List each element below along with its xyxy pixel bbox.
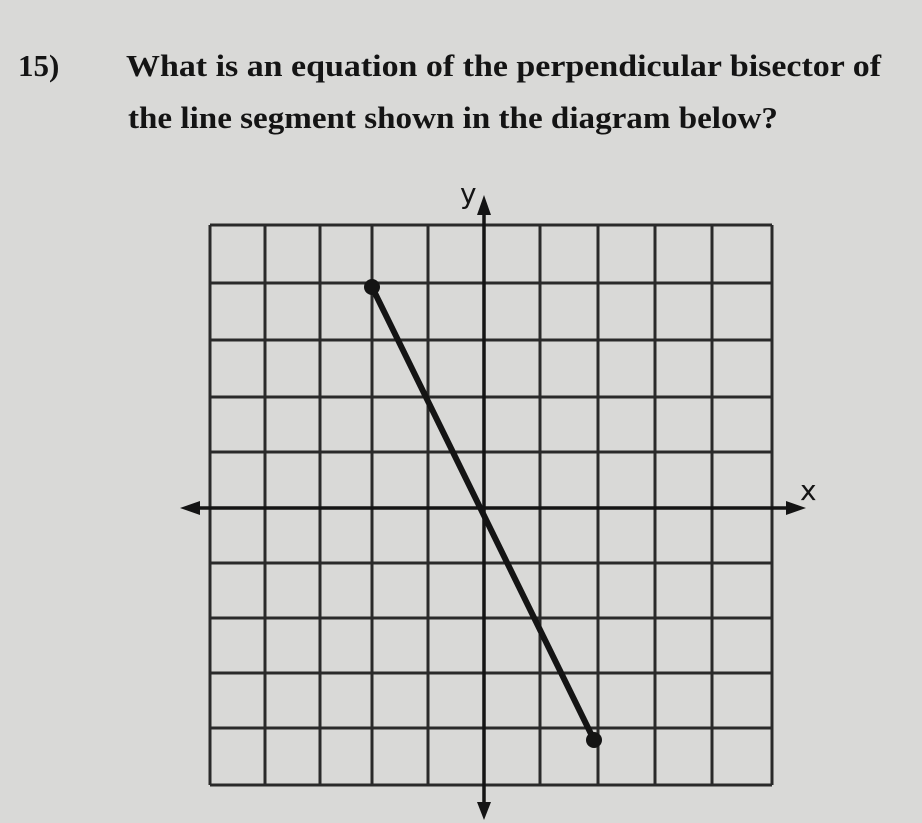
- axes: [180, 195, 806, 820]
- question-number: 15): [18, 48, 59, 83]
- y-axis-label: y: [460, 177, 477, 210]
- question-line: the line segment shown in the diagram be…: [128, 100, 778, 135]
- x-axis-label: x: [800, 474, 817, 507]
- endpoint: [364, 279, 380, 295]
- endpoint: [586, 732, 602, 748]
- question-line: What is an equation of the perpendicular…: [126, 48, 882, 83]
- line-segment: [369, 285, 597, 742]
- grid: [208, 223, 774, 787]
